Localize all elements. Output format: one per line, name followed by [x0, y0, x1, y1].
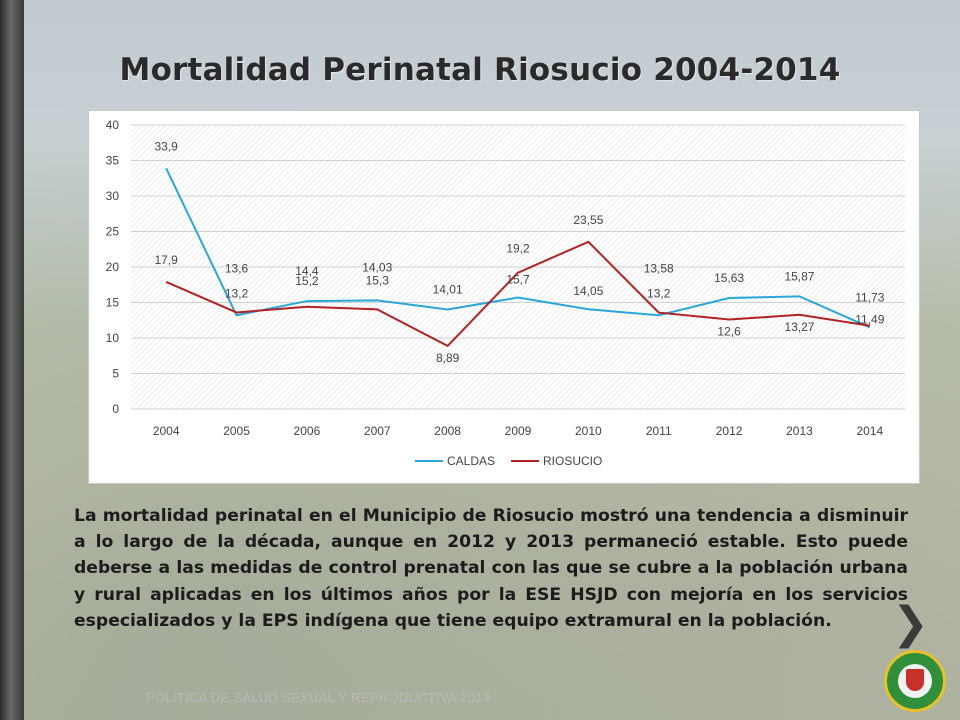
data-label: 14,01	[433, 283, 463, 297]
data-label: 13,58	[644, 262, 674, 276]
data-label: 33,9	[155, 139, 179, 153]
series-lines	[165, 167, 871, 348]
y-tick-label: 5	[112, 367, 119, 381]
data-label: 15,63	[714, 271, 744, 285]
data-label: 23,55	[573, 213, 603, 227]
municipal-logo-emblem	[884, 650, 946, 712]
data-label: 15,2	[295, 274, 319, 288]
series-line-riosucio	[165, 240, 870, 348]
logo-shield-icon	[906, 669, 924, 691]
data-label: 11,49	[855, 312, 884, 326]
data-label: 15,87	[784, 269, 814, 283]
x-axis: 2004 2005 2006 2007 2008 2009 2010 2011 2012 2013…	[153, 424, 884, 438]
y-tick-label: 30	[106, 189, 120, 203]
left-decorative-bar	[0, 0, 24, 720]
y-tick-label: 20	[106, 260, 120, 274]
data-label: 12,6	[717, 325, 741, 339]
data-label: 13,27	[784, 320, 814, 334]
legend-label: RIOSUCIO	[543, 454, 602, 468]
y-axis: 0 5 10 15 20 25 30 35 40	[106, 118, 120, 416]
x-tick-label: 2012	[716, 424, 743, 438]
x-tick-label: 2007	[364, 424, 391, 438]
data-label: 14,03	[362, 260, 392, 274]
y-tick-label: 40	[106, 118, 120, 132]
data-label: 13,2	[647, 286, 671, 300]
y-tick-label: 10	[106, 331, 120, 345]
x-tick-label: 2005	[223, 424, 250, 438]
description-paragraph: La mortalidad perinatal en el Municipio …	[74, 506, 908, 631]
series-line-caldas	[165, 167, 871, 329]
legend-label: CALDAS	[447, 454, 495, 468]
x-tick-label: 2004	[153, 424, 180, 438]
y-tick-label: 25	[106, 225, 120, 239]
x-tick-label: 2014	[856, 424, 883, 438]
data-label: 8,89	[436, 351, 460, 365]
x-tick-label: 2010	[575, 424, 602, 438]
legend: CALDAS RIOSUCIO	[415, 454, 602, 468]
x-tick-label: 2011	[646, 424, 672, 438]
data-label: 15,3	[366, 273, 390, 287]
data-label: 14,4	[295, 264, 319, 278]
footer-text: POLITICA DE SALUD SEXUAL Y REPRODUCTIVA …	[146, 690, 491, 705]
line-chart: 0 5 10 15 20 25 30 35 40 2004 2005 2006 2007 2008 200…	[88, 110, 920, 484]
data-label: 19,2	[506, 242, 530, 256]
data-label: 14,05	[573, 284, 603, 298]
data-label: 13,2	[225, 286, 249, 300]
x-tick-label: 2013	[786, 424, 813, 438]
x-tick-label: 2009	[505, 424, 532, 438]
y-tick-label: 35	[106, 154, 120, 168]
data-label: 17,9	[155, 253, 179, 267]
data-label: 13,6	[225, 261, 249, 275]
slide-title: Mortalidad Perinatal Riosucio 2004-2014	[119, 52, 841, 88]
grid-lines	[131, 124, 905, 410]
y-tick-label: 15	[106, 296, 120, 310]
next-slide-chevron-icon[interactable]: ❯	[892, 598, 929, 649]
x-tick-label: 2008	[434, 424, 461, 438]
x-tick-label: 2006	[294, 424, 321, 438]
data-label: 15,7	[506, 273, 530, 287]
data-label: 11,73	[855, 291, 884, 305]
y-tick-label: 0	[112, 402, 119, 416]
data-labels: 33,9 13,2 15,2 15,3 14,01 15,7 14,05 13,2 15,63 1…	[155, 139, 885, 365]
